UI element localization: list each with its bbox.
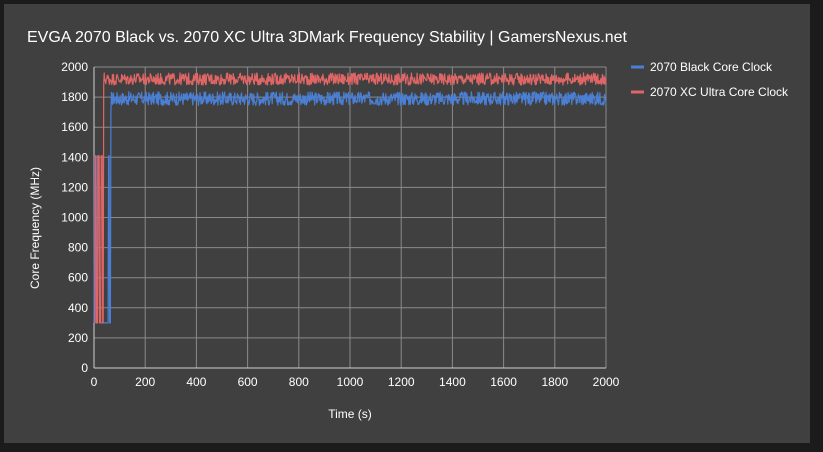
grid <box>93 66 607 369</box>
y-tick-label-1400: 1400 <box>61 150 88 164</box>
x-tick-label-1800: 1800 <box>541 375 568 389</box>
x-tick-label-0: 0 <box>91 375 98 389</box>
frequency-chart: EVGA 2070 Black vs. 2070 XC Ultra 3DMark… <box>27 29 789 421</box>
y-axis-label: Core Frequency (MHz) <box>28 167 42 289</box>
y-axis-ticks: 0 200 400 600 800 1000 1200 1400 1600 1800 2000 <box>61 60 88 375</box>
y-tick-label-1000: 1000 <box>61 211 88 225</box>
x-tick-label-200: 200 <box>135 375 155 389</box>
x-tick-label-2000: 2000 <box>593 375 620 389</box>
series-line-black <box>93 91 607 324</box>
x-tick-label-1400: 1400 <box>439 375 466 389</box>
x-tick-label-1600: 1600 <box>490 375 517 389</box>
y-tick-label-400: 400 <box>68 301 88 315</box>
x-tick-label-800: 800 <box>289 375 309 389</box>
legend: 2070 Black Core Clock 2070 XC Ultra Core … <box>631 60 789 99</box>
x-axis-ticks: 0 200 400 600 800 1000 1200 1400 1600 1800 2000 <box>91 375 620 389</box>
x-tick-label-400: 400 <box>186 375 206 389</box>
y-tick-label-0: 0 <box>81 361 88 375</box>
y-tick-label-200: 200 <box>68 331 88 345</box>
series-lines <box>93 72 607 324</box>
x-tick-label-1200: 1200 <box>388 375 415 389</box>
y-tick-label-800: 800 <box>68 241 88 255</box>
x-tick-label-1000: 1000 <box>337 375 364 389</box>
chart-frame: EVGA 2070 Black vs. 2070 XC Ultra 3DMark… <box>4 4 810 443</box>
series-line-xc-ultra <box>94 72 607 324</box>
y-tick-label-600: 600 <box>68 271 88 285</box>
y-tick-label-1800: 1800 <box>61 90 88 104</box>
y-tick-label-1200: 1200 <box>61 180 88 194</box>
y-tick-label-2000: 2000 <box>61 60 88 74</box>
legend-label-0: 2070 Black Core Clock <box>650 60 773 74</box>
x-tick-label-600: 600 <box>238 375 258 389</box>
x-axis-label: Time (s) <box>328 407 372 421</box>
y-tick-label-1600: 1600 <box>61 120 88 134</box>
chart-title: EVGA 2070 Black vs. 2070 XC Ultra 3DMark… <box>27 29 628 46</box>
legend-label-1: 2070 XC Ultra Core Clock <box>650 85 789 99</box>
